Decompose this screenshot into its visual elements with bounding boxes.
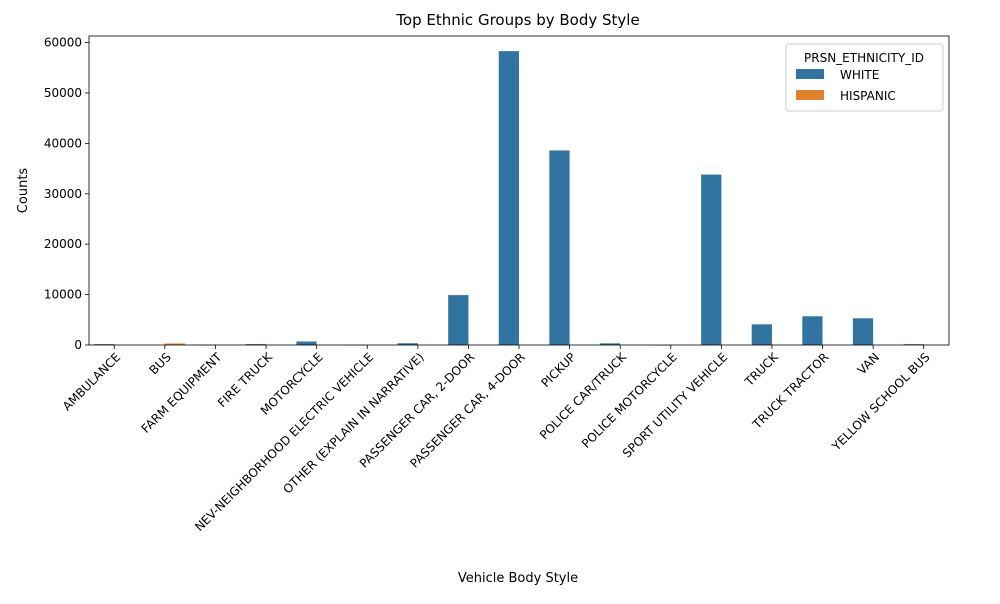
legend-label-white: WHITE <box>840 68 879 82</box>
bar-hispanic-bus <box>164 343 186 345</box>
bar-white-other-explain-in-narrative <box>397 343 418 345</box>
y-tick-label: 50000 <box>44 86 82 100</box>
y-axis-label: Counts <box>16 168 31 214</box>
x-axis-label: Vehicle Body Style <box>458 571 578 586</box>
bar-white-pickup <box>549 150 570 345</box>
legend-box <box>785 43 944 112</box>
y-tick-label: 30000 <box>44 187 82 201</box>
bar-white-ambulance <box>94 344 115 345</box>
chart-title: Top Ethnic Groups by Body Style <box>395 11 639 29</box>
legend-swatch-white <box>796 69 824 79</box>
y-tick-label: 10000 <box>44 288 82 302</box>
bar-white-fire-truck <box>245 344 267 345</box>
plot-frame <box>88 35 950 346</box>
bar-white-passenger-car-2-door <box>448 295 469 345</box>
legend: PRSN_ETHNICITY_ID WHITE HISPANIC <box>785 43 944 112</box>
y-tick-label: 20000 <box>44 237 82 251</box>
x-tick-label: AMBULANCE <box>60 350 123 413</box>
bar-white-truck <box>751 324 772 345</box>
legend-label-hispanic: HISPANIC <box>840 89 896 103</box>
plot-bars <box>94 51 924 346</box>
x-tick-label: POLICE MOTORCYCLE <box>579 350 680 451</box>
bar-white-truck-tractor <box>802 316 823 345</box>
x-tick-label: SPORT UTILITY VEHICLE <box>620 350 730 460</box>
bar-white-sport-utility-vehicle <box>701 174 722 345</box>
y-axis: 0 10000 20000 30000 40000 50000 60000 <box>44 36 89 352</box>
bar-white-yellow-school-bus <box>903 344 924 345</box>
legend-entries: WHITE HISPANIC <box>796 68 896 103</box>
x-tick-label: POLICE CAR/TRUCK <box>537 349 630 442</box>
bar-white-van <box>852 318 874 345</box>
x-tick-label: VAN <box>855 350 882 377</box>
x-tick-label: YELLOW SCHOOL BUS <box>829 350 933 454</box>
legend-swatch-hispanic <box>796 90 824 100</box>
x-tick-label: BUS <box>147 350 174 377</box>
x-tick-label: NEV-NEIGHBORHOOD ELECTRIC VEHICLE <box>192 350 376 534</box>
x-tick-label: PICKUP <box>538 350 578 390</box>
bar-white-motorcycle <box>296 341 317 345</box>
bar-white-police-car-truck <box>599 343 621 345</box>
y-tick-label: 40000 <box>44 136 82 150</box>
y-tick-label: 60000 <box>44 36 82 50</box>
legend-title: PRSN_ETHNICITY_ID <box>804 51 924 65</box>
x-tick-label: TRUCK <box>742 349 782 389</box>
bar-white-passenger-car-4-door <box>498 51 519 346</box>
y-tick-label: 0 <box>74 338 82 352</box>
